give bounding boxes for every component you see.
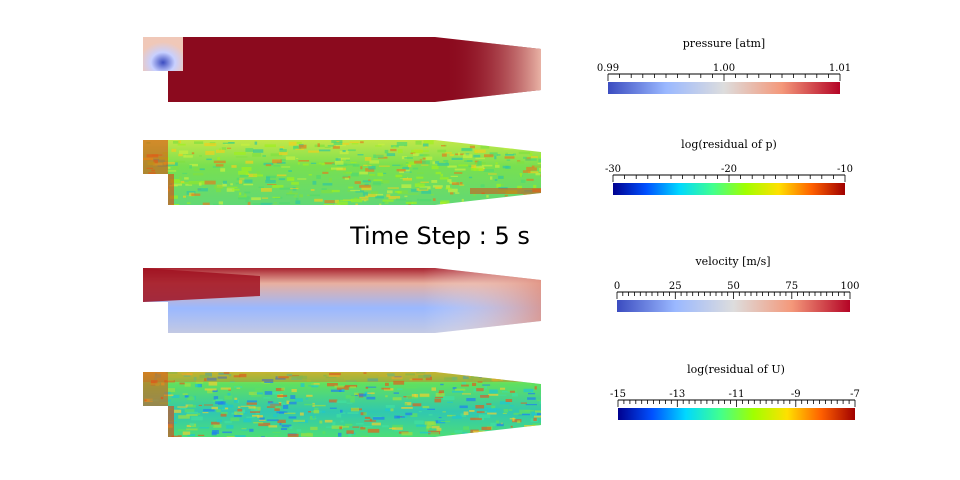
colorbar-2: log(residual of p) -30 -20 -10 [605, 138, 853, 195]
colorbar-tick-label: 1.00 [713, 63, 735, 74]
colorbar-tick-label: -10 [837, 164, 853, 175]
time-step-label: Time Step : 5 s [350, 222, 530, 250]
colorbar-4: log(residual of U) -15 -13 -11 -9 -7 [610, 363, 860, 420]
colorbar-tick-label: -7 [850, 389, 860, 400]
colorbar-tick-label: 75 [785, 281, 798, 292]
colorbar-tick-label: -20 [721, 164, 737, 175]
colorbar-tick-label: -15 [610, 389, 626, 400]
colorbar-1: pressure [atm] 0.99 1.00 1.01 [597, 37, 851, 94]
colorbar-tick-label: -30 [605, 164, 621, 175]
colorbar-title: log(residual of U) [687, 363, 785, 376]
colorbar-tick-label: 50 [727, 281, 740, 292]
domain-residual-U [143, 372, 541, 437]
colorbar-gradient [608, 82, 840, 94]
colorbar-gradient [617, 300, 850, 312]
domain-pressure [143, 37, 541, 102]
colorbar-tick-label: -9 [791, 389, 801, 400]
colorbar-title: pressure [atm] [683, 37, 765, 50]
colorbar-tick-label: 1.01 [829, 63, 851, 74]
colorbar-title: log(residual of p) [681, 138, 777, 151]
colorbar-tick-label: -11 [728, 389, 744, 400]
colorbar-title: velocity [m/s] [694, 255, 770, 268]
colorbar-tick-label: 25 [669, 281, 682, 292]
colorbar-tick-label: -13 [669, 389, 685, 400]
colorbar-gradient [618, 408, 855, 420]
colorbar-gradient [613, 183, 845, 195]
colorbar-tick-label: 0 [614, 281, 620, 292]
domain-velocity [143, 268, 541, 333]
colorbar-tick-label: 100 [840, 281, 859, 292]
colorbar-tick-label: 0.99 [597, 63, 619, 74]
domain-residual-p [143, 140, 541, 205]
colorbar-3: velocity [m/s] 0 25 50 75 100 [614, 255, 860, 312]
